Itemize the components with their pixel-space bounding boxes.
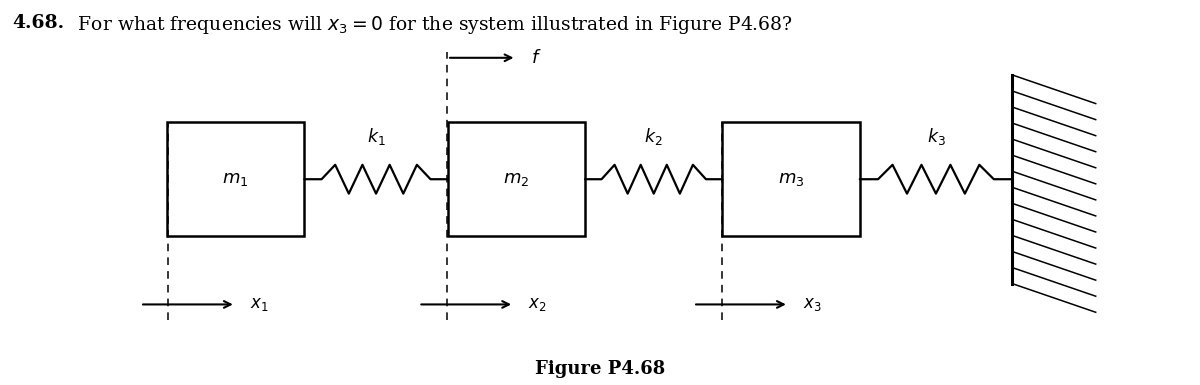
Bar [448,122,586,236]
Text: Figure P4.68: Figure P4.68 [535,360,665,378]
Text: $m_2$: $m_2$ [503,170,529,188]
Text: $k_3$: $k_3$ [926,126,946,147]
Text: $x_1$: $x_1$ [250,296,269,313]
Text: $k_2$: $k_2$ [644,126,664,147]
Text: $k_1$: $k_1$ [367,126,385,147]
Text: $m_3$: $m_3$ [778,170,804,188]
Text: $x_3$: $x_3$ [803,296,822,313]
Bar [722,122,859,236]
Text: $f$: $f$ [530,49,541,67]
Text: 4.68.: 4.68. [12,14,65,32]
Bar [167,122,305,236]
Text: For what frequencies will $x_3 = 0$ for the system illustrated in Figure P4.68?: For what frequencies will $x_3 = 0$ for … [72,14,793,36]
Text: $x_2$: $x_2$ [528,296,547,313]
Text: $m_1$: $m_1$ [222,170,248,188]
